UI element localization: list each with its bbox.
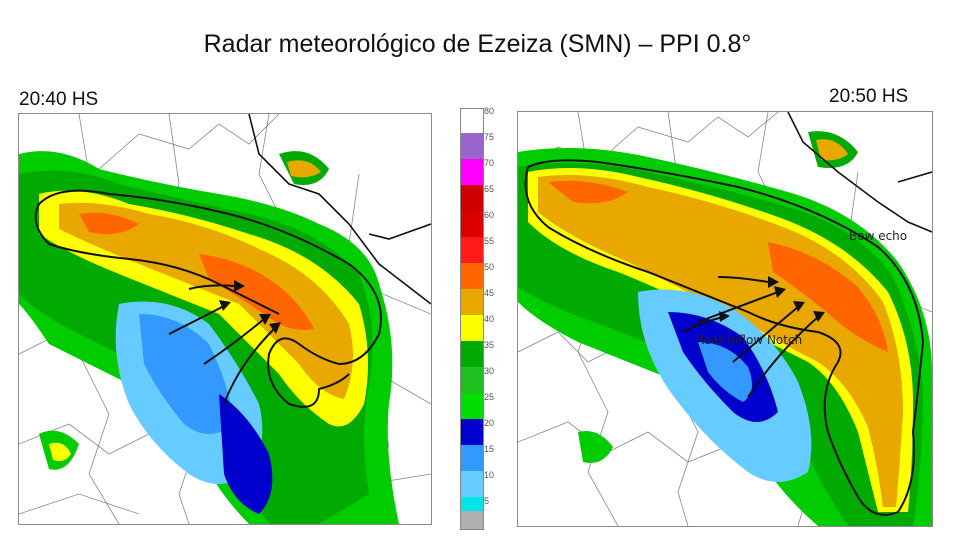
radar-image-2050: Bow echo Rear Inflow Notch [518, 112, 932, 526]
scale-swatch-35 [461, 341, 483, 367]
scale-tick: 15 [484, 444, 495, 454]
scale-tick: 65 [484, 184, 495, 194]
scale-swatch-10 [461, 471, 483, 497]
scale-tick: 60 [484, 210, 495, 220]
annotation-bow-echo: Bow echo [849, 229, 907, 243]
scale-swatch-30 [461, 367, 483, 393]
figure-title: Radar meteorológico de Ezeiza (SMN) – PP… [203, 30, 752, 58]
scale-swatch-60 [461, 211, 483, 237]
scale-tick: 10 [484, 470, 495, 480]
scale-tick: 45 [484, 288, 495, 298]
scale-swatch-70 [461, 159, 483, 185]
scale-tick: 25 [484, 392, 495, 402]
radar-panel-2050: Bow echo Rear Inflow Notch [517, 111, 933, 527]
scale-swatch-45 [461, 289, 483, 315]
radar-image-2040 [19, 114, 431, 524]
scale-tick: 35 [484, 340, 495, 350]
scale-swatch-40 [461, 315, 483, 341]
annotation-rear-inflow-notch: Rear Inflow Notch [696, 333, 802, 347]
radar-panel-2040 [18, 113, 432, 525]
scale-swatch-0 [461, 511, 483, 529]
scale-swatch-75 [461, 133, 483, 159]
scale-tick: 75 [484, 132, 495, 142]
scale-tick: 50 [484, 262, 495, 272]
scale-swatch-50 [461, 263, 483, 289]
reflectivity-color-scale [460, 108, 484, 530]
scale-tick: 30 [484, 366, 495, 376]
scale-tick: 70 [484, 158, 495, 168]
scale-swatch-20 [461, 419, 483, 445]
panel-left-time: 20:40 HS [19, 89, 99, 110]
scale-swatch-65 [461, 185, 483, 211]
scale-swatch-15 [461, 445, 483, 471]
panel-right-time: 20:50 HS [829, 86, 909, 107]
scale-swatch-5 [461, 497, 483, 511]
scale-swatch-80 [461, 109, 483, 133]
scale-tick: 55 [484, 236, 495, 246]
scale-tick: 40 [484, 314, 495, 324]
scale-tick: 5 [484, 496, 490, 506]
scale-swatch-55 [461, 237, 483, 263]
scale-swatch-25 [461, 393, 483, 419]
scale-tick: 80 [484, 106, 495, 116]
scale-tick: 20 [484, 418, 495, 428]
